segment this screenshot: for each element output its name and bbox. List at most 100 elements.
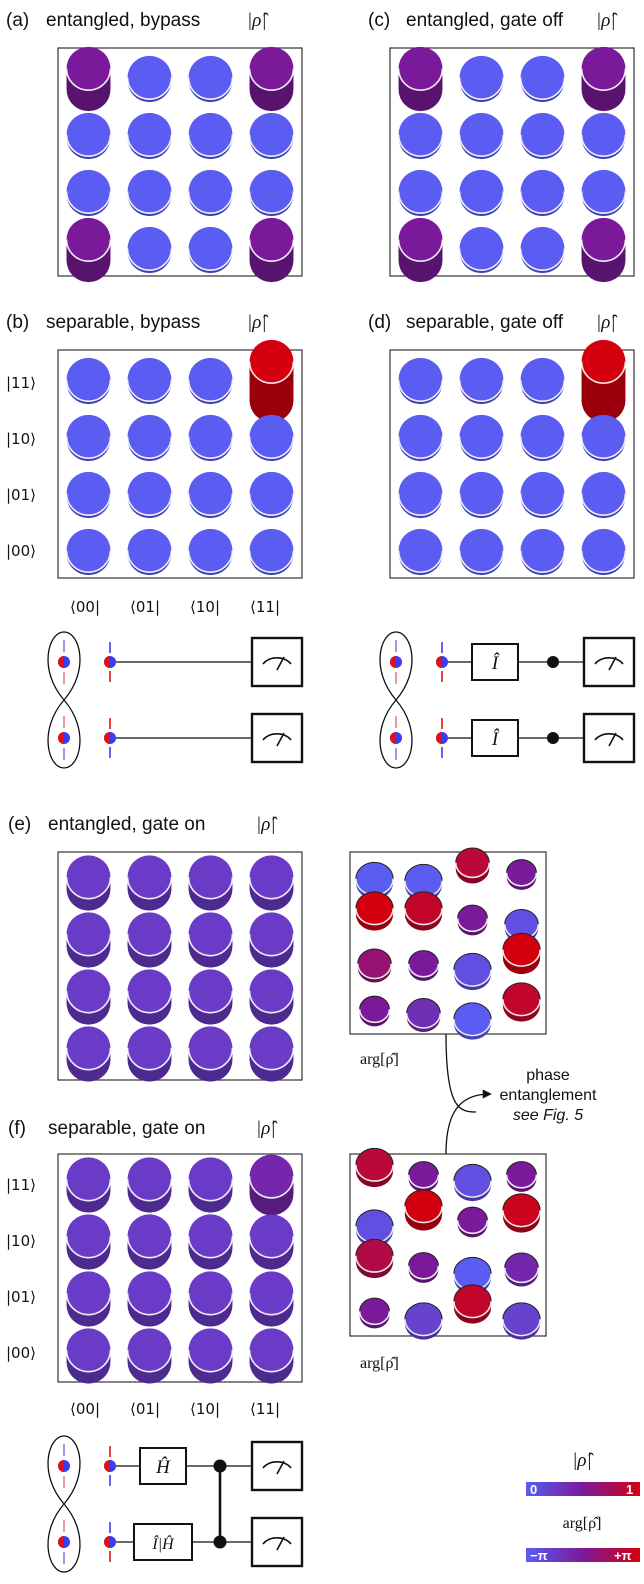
detector-bottom [582, 712, 636, 764]
row-label: |10⟩ [6, 1232, 36, 1250]
svg-text:|ρ̂|: |ρ̂| [596, 10, 618, 31]
svg-text:phase: phase [526, 1067, 570, 1084]
circuit-gate-on: Ĥ Î|Ĥ [112, 1440, 304, 1568]
panel-c-frame [389, 47, 635, 277]
panel-c-matrix [397, 46, 627, 283]
matrix-bar [187, 855, 234, 911]
matrix-bar [456, 1206, 489, 1238]
row-label: |01⟩ [6, 1288, 36, 1306]
matrix-bar [248, 1328, 295, 1384]
matrix-bar [456, 904, 489, 936]
matrix-bar [404, 1302, 443, 1340]
gate-label: Ĥ [155, 1456, 171, 1478]
svg-text:arg[ρ̂]: arg[ρ̂] [563, 1515, 602, 1532]
matrix-bar [248, 1026, 295, 1082]
phase-f-matrix [355, 1147, 541, 1340]
svg-text:+π: +π [614, 1548, 632, 1563]
gate-box [471, 719, 519, 757]
matrix-bar [458, 528, 505, 576]
matrix-bar [126, 1026, 173, 1082]
gate-label: Î|Ĥ [151, 1534, 175, 1553]
matrix-bar [248, 1271, 295, 1327]
panel-f-title: (f) separable, gate on |ρ̂| [8, 1118, 278, 1139]
svg-text:(c): (c) [368, 10, 390, 31]
gate-box [471, 643, 519, 681]
matrix-bar [187, 1214, 234, 1270]
row-label: |00⟩ [6, 542, 36, 560]
svg-text:1: 1 [626, 1482, 633, 1497]
matrix-bar [519, 169, 566, 217]
detector-bottom [250, 1516, 304, 1568]
detector-top [582, 636, 636, 688]
matrix-bar [505, 1161, 538, 1192]
meter-icon [594, 656, 624, 671]
matrix-bar [248, 1214, 295, 1270]
matrix-bar [65, 414, 112, 462]
matrix-bar [580, 414, 627, 462]
svg-text:(b): (b) [6, 312, 29, 333]
col-label: ⟨01| [130, 1400, 160, 1418]
svg-text:|ρ̂|: |ρ̂| [247, 312, 269, 333]
matrix-bar [126, 414, 173, 462]
row-label: |00⟩ [6, 1344, 36, 1362]
matrix-bar [407, 1252, 440, 1283]
matrix-bar [397, 414, 444, 462]
gate-label: Î [491, 728, 500, 750]
entangled-source [379, 631, 448, 769]
matrix-bar [187, 528, 234, 576]
matrix-bar [248, 855, 295, 911]
matrix-bar [126, 357, 173, 405]
col-label: ⟨10| [190, 598, 220, 616]
svg-text:|ρ̂|: |ρ̂| [247, 10, 269, 31]
matrix-bar [519, 528, 566, 576]
svg-text:0: 0 [530, 1482, 537, 1497]
col-label: ⟨00| [70, 598, 100, 616]
row-label: |11⟩ [6, 1176, 36, 1194]
col-label: ⟨11| [250, 1400, 280, 1418]
panel-e-frame [57, 851, 303, 1081]
matrix-bar [458, 357, 505, 405]
panel-d-frame [389, 349, 635, 579]
matrix-bar [248, 339, 295, 423]
phase-arrow [445, 1033, 490, 1155]
colorbar-abs: |ρ̂| 0 1 [526, 1450, 640, 1497]
matrix-bar [65, 1271, 112, 1327]
svg-text:(e): (e) [8, 814, 31, 835]
matrix-bar [187, 969, 234, 1025]
matrix-bar [65, 1157, 112, 1213]
phase-e-matrix [355, 847, 541, 1040]
matrix-bar [126, 912, 173, 968]
panel-d-title: (d) separable, gate off |ρ̂| [368, 312, 618, 333]
entangled-source [47, 1435, 116, 1573]
matrix-bar [65, 217, 112, 283]
detector-top [250, 636, 304, 688]
matrix-bar [453, 1163, 492, 1202]
panel-d-matrix [397, 339, 627, 576]
svg-text:(f): (f) [8, 1118, 26, 1139]
matrix-bar [397, 217, 444, 283]
phase-f-frame [349, 1153, 547, 1337]
panel-e-title: (e) entangled, gate on |ρ̂| [8, 814, 278, 835]
matrix-bar [519, 112, 566, 160]
panel-a-matrix [65, 46, 295, 283]
matrix-bar [248, 414, 295, 462]
row-label: |01⟩ [6, 486, 36, 504]
control-dot [213, 1459, 227, 1473]
panel-b-matrix [65, 339, 295, 576]
matrix-bar [187, 55, 234, 103]
matrix-bar [65, 1214, 112, 1270]
matrix-bar [397, 169, 444, 217]
detector-bottom [250, 712, 304, 764]
matrix-bar [126, 969, 173, 1025]
matrix-bar [458, 112, 505, 160]
panel-e-matrix [65, 855, 295, 1082]
matrix-bar [187, 112, 234, 160]
phase-e-label: arg[ρ̂] [360, 1051, 399, 1068]
entangled-source [47, 631, 116, 769]
row-label: |11⟩ [6, 374, 36, 392]
matrix-bar [248, 217, 295, 283]
matrix-bar [187, 1271, 234, 1327]
svg-text:|ρ̂|: |ρ̂| [256, 1118, 278, 1139]
matrix-bar [458, 169, 505, 217]
